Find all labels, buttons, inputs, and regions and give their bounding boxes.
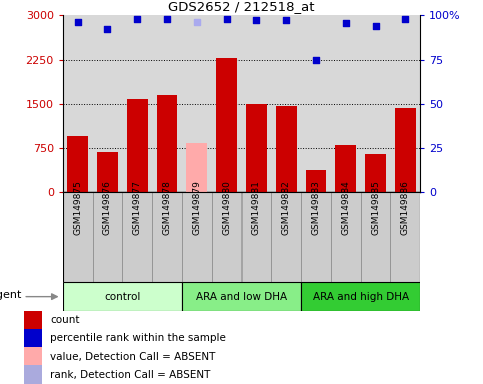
- Bar: [93, 192, 122, 282]
- Bar: [395, 108, 416, 192]
- Text: GSM149885: GSM149885: [371, 180, 380, 235]
- Bar: [24, 347, 42, 366]
- Text: GSM149876: GSM149876: [103, 180, 112, 235]
- Bar: [276, 106, 297, 192]
- Bar: [63, 192, 93, 282]
- Bar: [361, 192, 390, 282]
- Text: GSM149881: GSM149881: [252, 180, 261, 235]
- Bar: [156, 95, 177, 192]
- Bar: [301, 282, 420, 311]
- Text: GSM149875: GSM149875: [73, 180, 82, 235]
- Text: value, Detection Call = ABSENT: value, Detection Call = ABSENT: [50, 352, 215, 362]
- Text: count: count: [50, 315, 80, 325]
- Text: GSM149884: GSM149884: [341, 180, 350, 235]
- Bar: [24, 311, 42, 329]
- Bar: [331, 192, 361, 282]
- Bar: [212, 192, 242, 282]
- Point: [342, 20, 350, 26]
- Text: ARA and high DHA: ARA and high DHA: [313, 291, 409, 302]
- Text: GSM149882: GSM149882: [282, 180, 291, 235]
- Point: [282, 17, 290, 23]
- Bar: [390, 192, 420, 282]
- Bar: [182, 192, 212, 282]
- Bar: [24, 329, 42, 348]
- Text: GSM149880: GSM149880: [222, 180, 231, 235]
- Bar: [152, 192, 182, 282]
- Text: control: control: [104, 291, 141, 302]
- Title: GDS2652 / 212518_at: GDS2652 / 212518_at: [168, 0, 315, 13]
- Bar: [67, 136, 88, 192]
- Text: percentile rank within the sample: percentile rank within the sample: [50, 333, 226, 343]
- Text: agent: agent: [0, 290, 22, 300]
- Bar: [246, 104, 267, 192]
- Point: [163, 16, 171, 22]
- Bar: [365, 154, 386, 192]
- Point: [253, 17, 260, 23]
- Bar: [182, 282, 301, 311]
- Text: ARA and low DHA: ARA and low DHA: [196, 291, 287, 302]
- Point: [193, 19, 201, 25]
- Point: [401, 17, 409, 23]
- Text: GSM149877: GSM149877: [133, 180, 142, 235]
- Bar: [186, 143, 207, 192]
- Point: [372, 23, 380, 29]
- Bar: [216, 58, 237, 192]
- Text: GSM149886: GSM149886: [401, 180, 410, 235]
- Point: [74, 19, 82, 25]
- Bar: [242, 192, 271, 282]
- Bar: [271, 192, 301, 282]
- Bar: [97, 152, 118, 192]
- Bar: [335, 145, 356, 192]
- Bar: [24, 366, 42, 384]
- Bar: [301, 192, 331, 282]
- Bar: [127, 99, 148, 192]
- Point: [104, 26, 112, 33]
- Point: [133, 17, 141, 23]
- Bar: [63, 282, 182, 311]
- Bar: [306, 170, 327, 192]
- Text: GSM149883: GSM149883: [312, 180, 320, 235]
- Text: rank, Detection Call = ABSENT: rank, Detection Call = ABSENT: [50, 370, 211, 380]
- Text: GSM149878: GSM149878: [163, 180, 171, 235]
- Text: GSM149879: GSM149879: [192, 180, 201, 235]
- Point: [312, 56, 320, 63]
- Bar: [122, 192, 152, 282]
- Point: [223, 16, 230, 22]
